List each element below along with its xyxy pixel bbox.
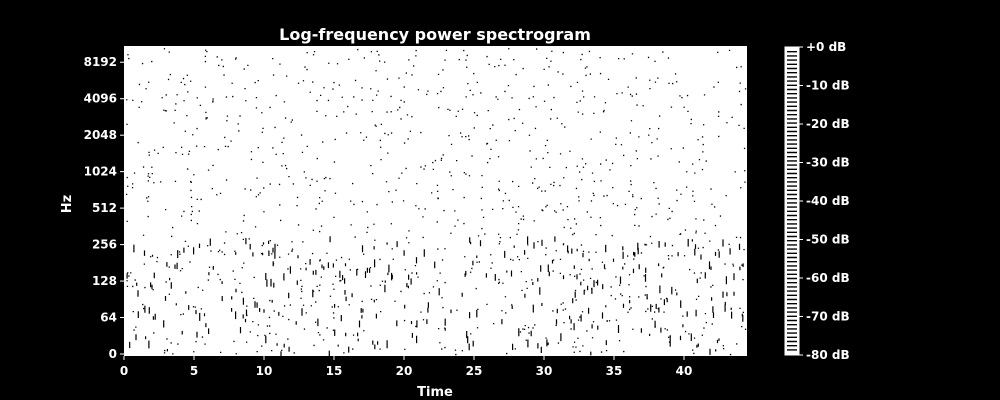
x-tick-label: 10 — [256, 364, 273, 378]
x-tick-label: 25 — [466, 364, 483, 378]
x-tick-label: 40 — [676, 364, 693, 378]
x-axis-ticks: 0 5 10 15 20 25 30 35 40 — [120, 356, 693, 378]
y-tick-label: 8192 — [84, 55, 117, 69]
x-tick-label: 35 — [606, 364, 623, 378]
colorbar-tick-label: -40 dB — [806, 194, 850, 208]
colorbar-ticks: +0 dB -10 dB -20 dB -30 dB -40 dB -50 dB -60 d… — [799, 40, 850, 362]
colorbar-tick-label: -20 dB — [806, 117, 850, 131]
y-tick-label: 64 — [100, 311, 117, 325]
colorbar-tick-label: +0 dB — [806, 40, 846, 54]
x-axis-label: Time — [417, 385, 453, 400]
colorbar-tick-label: -10 dB — [806, 79, 850, 93]
chart-title: Log-frequency power spectrogram — [279, 25, 591, 44]
colorbar-tick-label: -50 dB — [806, 233, 850, 247]
colorbar-bands — [787, 51, 797, 351]
y-tick-label: 0 — [109, 347, 117, 361]
colorbar-tick-label: -60 dB — [806, 271, 850, 285]
y-axis-label: Hz — [60, 195, 75, 213]
plot-area — [124, 46, 747, 358]
x-tick-label: 30 — [536, 364, 553, 378]
colorbar-tick-label: -70 dB — [806, 310, 850, 324]
speckle-dots — [126, 48, 747, 356]
colorbar — [784, 46, 800, 356]
y-tick-label: 512 — [92, 201, 117, 215]
y-tick-label: 1024 — [84, 165, 117, 179]
x-tick-label: 15 — [326, 364, 343, 378]
x-tick-label: 20 — [396, 364, 413, 378]
spectrogram-image — [124, 46, 747, 356]
colorbar-tick-label: -80 dB — [806, 348, 850, 362]
y-tick-label: 2048 — [84, 128, 117, 142]
y-tick-label: 4096 — [84, 92, 117, 106]
x-tick-label: 0 — [120, 364, 128, 378]
x-tick-label: 5 — [190, 364, 198, 378]
y-tick-label: 128 — [92, 274, 117, 288]
y-axis-ticks: 0 64 128 256 512 1024 2048 4096 8192 — [84, 55, 124, 361]
colorbar-tick-label: -30 dB — [806, 156, 850, 170]
spectrogram-speckle — [126, 48, 747, 358]
y-tick-label: 256 — [92, 238, 117, 252]
